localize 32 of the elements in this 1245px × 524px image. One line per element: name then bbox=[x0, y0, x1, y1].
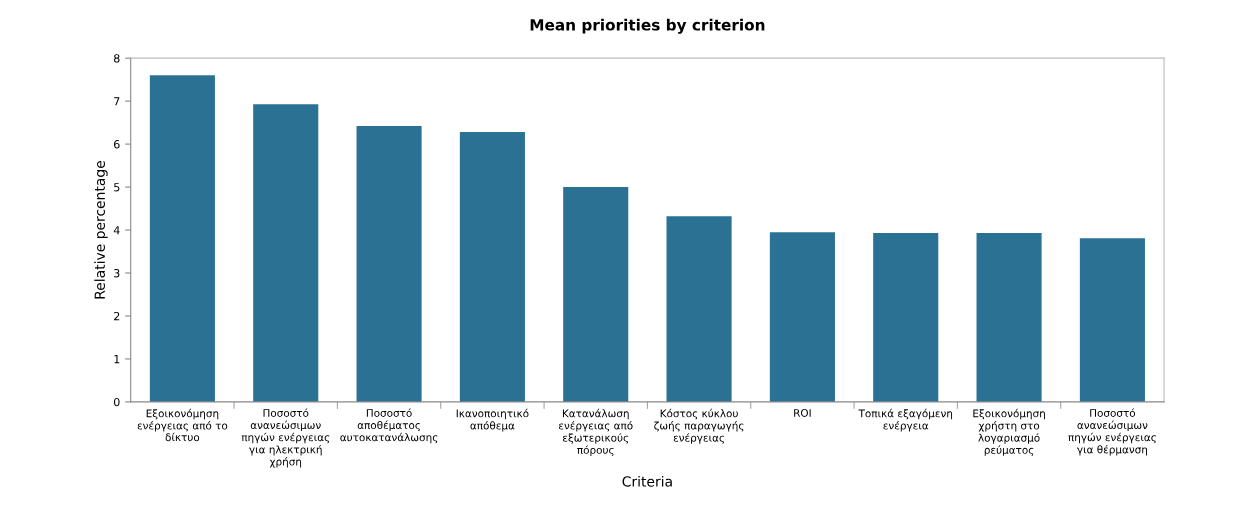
x-tick-label: Τοπικά εξαγόμενη ενέργεια bbox=[858, 408, 953, 432]
x-tick-label: Ικανοποιητικό απόθεμα bbox=[456, 408, 529, 432]
y-tick-label: 3 bbox=[114, 268, 120, 278]
x-tick-label: Εξοικονόμηση χρήστη στο λογαριασμό ρεύματος bbox=[973, 408, 1045, 456]
x-tick-label: Εξοικονόμηση ενέργειας από το δίκτυο bbox=[137, 408, 228, 442]
bar bbox=[873, 233, 939, 402]
y-tick-label: 8 bbox=[113, 54, 120, 63]
x-tick-label: Ποσοστό ανανεώσιμων πηγών ενέργειας για ηλεκτρική χρήση bbox=[241, 408, 330, 468]
y-tick-label: 2 bbox=[114, 311, 120, 321]
bar bbox=[563, 187, 629, 402]
bar bbox=[459, 132, 525, 402]
bar bbox=[1079, 238, 1145, 402]
y-tick-label: 1 bbox=[114, 355, 120, 364]
x-tick-label: Ποσοστό αποθέματος αυτοκατανάλωσης bbox=[340, 408, 438, 444]
bar bbox=[976, 233, 1042, 402]
y-tick-label: 7 bbox=[114, 97, 120, 106]
y-axis-title: Relative percentage bbox=[94, 161, 108, 299]
y-tick-label: 0 bbox=[113, 397, 120, 407]
y-tick-label: 5 bbox=[114, 183, 120, 192]
x-tick-label: ROI bbox=[794, 409, 811, 417]
x-tick-label: Ποσοστό ανανεώσιμων πηγών ενέργειας για θέρμανση bbox=[1068, 408, 1156, 456]
bar bbox=[253, 104, 319, 402]
bar bbox=[666, 216, 732, 402]
bar bbox=[149, 75, 215, 402]
x-tick-label: Κόστος κύκλου ζωής παραγωγής ενέργειας bbox=[654, 408, 744, 444]
y-tick-label: 6 bbox=[114, 140, 120, 149]
chart-title: Mean priorities by criterion bbox=[530, 18, 765, 34]
bar bbox=[356, 126, 422, 402]
y-tick-label: 4 bbox=[113, 226, 120, 235]
x-tick-label: Κατανάλωση ενέργειας από εξωτερικούς πόρους bbox=[559, 408, 633, 456]
bar bbox=[769, 232, 835, 402]
x-axis-title: Criteria bbox=[622, 475, 672, 487]
